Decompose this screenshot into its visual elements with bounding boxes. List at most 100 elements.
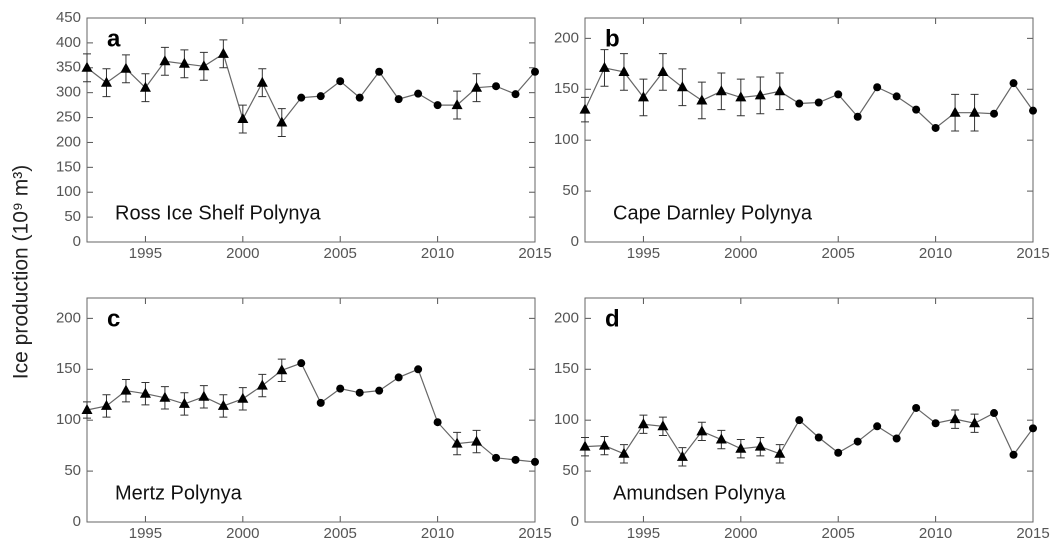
x-tick-label: 1995: [627, 525, 660, 542]
triangle-marker: [579, 440, 591, 451]
triangle-marker: [657, 65, 669, 76]
circle-marker: [814, 98, 823, 107]
circle-marker: [492, 453, 501, 462]
x-tick-label: 2015: [1016, 245, 1049, 262]
x-tick-label: 2005: [822, 525, 855, 542]
y-tick-label: 350: [56, 59, 81, 76]
x-tick-label: 2000: [226, 525, 259, 542]
y-tick-label: 0: [73, 513, 81, 530]
triangle-marker: [696, 94, 708, 105]
y-tick-label: 250: [56, 109, 81, 126]
triangle-marker: [949, 106, 961, 117]
x-tick-label: 2005: [324, 525, 357, 542]
triangle-marker: [237, 113, 249, 124]
x-tick-label: 2005: [822, 245, 855, 262]
triangle-marker: [969, 417, 981, 428]
circle-marker: [931, 419, 940, 428]
triangle-marker: [159, 55, 171, 66]
circle-marker: [394, 373, 403, 382]
circle-marker: [316, 398, 325, 407]
panel-letter: c: [107, 305, 120, 332]
triangle-marker: [100, 76, 112, 87]
circle-marker: [375, 67, 384, 76]
x-tick-label: 2000: [724, 525, 757, 542]
circle-marker: [531, 67, 539, 76]
triangle-marker: [715, 85, 727, 96]
triangle-marker: [159, 391, 171, 402]
x-tick-label: 2015: [1016, 525, 1049, 542]
panel-letter: d: [605, 305, 620, 332]
triangle-marker: [276, 364, 288, 375]
triangle-marker: [618, 65, 630, 76]
circle-marker: [1029, 424, 1037, 433]
y-tick-label: 300: [56, 84, 81, 101]
circle-marker: [834, 90, 843, 99]
panel-title: Ross Ice Shelf Polynya: [115, 202, 322, 224]
triangle-marker: [579, 103, 591, 114]
plot-frame: [584, 17, 1034, 243]
circle-marker: [892, 434, 901, 443]
triangle-marker: [81, 404, 93, 414]
triangle-marker: [774, 85, 786, 96]
triangle-marker: [120, 62, 132, 73]
x-tick-label: 2000: [226, 245, 259, 262]
circle-marker: [394, 95, 403, 104]
triangle-marker: [256, 76, 268, 87]
triangle-marker: [676, 81, 688, 92]
series-line: [86, 362, 536, 463]
x-tick-label: 1995: [129, 525, 162, 542]
triangle-marker: [735, 91, 747, 102]
y-tick-label: 200: [554, 309, 579, 326]
triangle-marker: [735, 442, 747, 453]
panel-letter: b: [605, 25, 620, 52]
y-tick-label: 0: [571, 513, 579, 530]
triangle-marker: [754, 89, 766, 100]
circle-marker: [511, 90, 520, 99]
x-tick-label: 2015: [518, 525, 551, 542]
circle-marker: [912, 105, 921, 114]
triangle-marker: [139, 81, 151, 92]
circle-marker: [834, 448, 843, 457]
y-tick-label: 200: [554, 29, 579, 46]
y-tick-label: 150: [554, 80, 579, 97]
circle-marker: [375, 386, 384, 395]
circle-marker: [336, 384, 345, 393]
y-tick-label: 100: [56, 411, 81, 428]
triangle-marker: [676, 450, 688, 461]
circle-marker: [433, 101, 442, 110]
triangle-marker: [471, 435, 483, 446]
circle-marker: [1009, 79, 1018, 88]
panel-title: Amundsen Polynya: [613, 482, 786, 504]
x-tick-label: 2000: [724, 245, 757, 262]
circle-marker: [433, 418, 442, 427]
triangle-marker: [637, 91, 649, 102]
circle-marker: [814, 433, 823, 442]
triangle-marker: [637, 418, 649, 429]
y-tick-label: 0: [73, 233, 81, 250]
plot-frame: [584, 297, 1034, 523]
triangle-marker: [198, 60, 210, 71]
panel-letter: a: [107, 25, 121, 52]
y-tick-label: 50: [562, 462, 579, 479]
y-tick-label: 150: [554, 360, 579, 377]
series-line: [86, 52, 536, 124]
triangle-marker: [178, 397, 190, 408]
triangle-marker: [618, 447, 630, 458]
circle-marker: [1009, 450, 1018, 459]
plot-frame: [86, 17, 536, 243]
panel-title: Mertz Polynya: [115, 482, 243, 504]
triangle-marker: [969, 106, 981, 117]
y-tick-label: 150: [56, 360, 81, 377]
circle-marker: [414, 365, 423, 374]
circle-marker: [1029, 106, 1037, 115]
triangle-marker: [471, 81, 483, 92]
x-tick-label: 1995: [627, 245, 660, 262]
triangle-marker: [217, 399, 229, 410]
triangle-marker: [715, 433, 727, 444]
triangle-marker: [774, 447, 786, 458]
x-tick-label: 2010: [421, 245, 454, 262]
triangle-marker: [451, 99, 463, 110]
circle-marker: [931, 123, 940, 132]
triangle-marker: [81, 61, 93, 72]
